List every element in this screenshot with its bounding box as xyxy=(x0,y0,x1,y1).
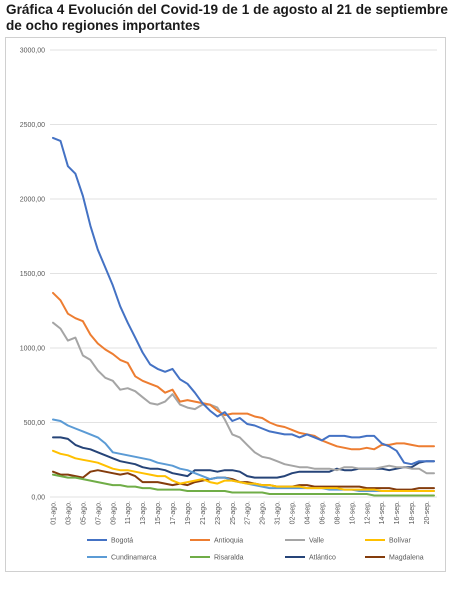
figure-title: Gráfica 4 Evolución del Covid-19 de 1 de… xyxy=(6,2,448,33)
legend: Bogotá Antioquia Valle Bolívar Cundinamarca R… xyxy=(87,538,424,562)
series-line-cundinamarca xyxy=(52,418,435,492)
x-tick-label: 12-sep. xyxy=(364,501,371,524)
y-tick-label: 500,00 xyxy=(24,420,46,427)
x-tick-label: 23-ago. xyxy=(215,501,222,525)
series-lines xyxy=(52,136,435,497)
series-line-antioquia xyxy=(52,291,435,451)
x-tick-label: 07-ago. xyxy=(95,501,102,525)
x-tick-label: 18-sep. xyxy=(409,501,416,524)
y-tick-label: 3000,00 xyxy=(20,48,45,55)
x-tick-label: 10-sep. xyxy=(349,501,356,524)
y-tick-label: 1000,00 xyxy=(20,346,45,353)
y-tick-label: 2000,00 xyxy=(20,197,45,204)
x-tick-label: 19-ago. xyxy=(185,501,192,525)
legend-label: Bolívar xyxy=(389,538,411,545)
legend-label: Risaralda xyxy=(214,555,244,562)
legend-label: Magdalena xyxy=(389,555,424,562)
x-tick-label: 02-sep. xyxy=(290,501,297,524)
y-tick-label: 1500,00 xyxy=(20,271,45,278)
legend-label: Atlántico xyxy=(309,555,336,562)
legend-label: Bogotá xyxy=(111,538,133,545)
x-tick-label: 25-ago. xyxy=(230,501,237,525)
y-tick-label: 2500,00 xyxy=(20,122,45,129)
legend-label: Valle xyxy=(309,538,324,545)
series-line-valle xyxy=(52,321,435,475)
series-line-atl-ntico xyxy=(52,436,435,479)
x-tick-label: 06-sep. xyxy=(319,501,326,524)
x-tick-label: 21-ago. xyxy=(200,501,207,525)
y-tick-label: 0,00 xyxy=(31,495,45,502)
x-tick-label: 03-ago. xyxy=(65,501,72,525)
x-tick-label: 01-ago. xyxy=(51,501,58,525)
y-axis-tick-labels: 0,00 500,00 1000,00 1500,00 2000,00 2500,00 30… xyxy=(20,48,45,502)
x-tick-label: 20-sep. xyxy=(424,501,431,524)
x-tick-label: 04-sep. xyxy=(305,501,312,524)
series-line-bogot- xyxy=(52,136,435,466)
x-tick-label: 13-ago. xyxy=(140,501,147,525)
x-tick-label: 11-ago. xyxy=(125,501,132,524)
series-line-bol-var xyxy=(52,449,435,492)
x-tick-label: 05-ago. xyxy=(80,501,87,525)
x-tick-label: 08-sep. xyxy=(334,501,341,524)
series-line-risaralda xyxy=(52,473,435,497)
x-tick-label: 27-ago. xyxy=(245,501,252,525)
legend-label: Antioquia xyxy=(214,538,243,545)
chart-frame xyxy=(5,37,446,572)
x-tick-label: 17-ago. xyxy=(170,501,177,525)
x-tick-label: 29-ago. xyxy=(260,501,267,525)
x-axis-tick-labels: 01-ago. 03-ago. 05-ago. 07-ago. 09-ago. 11-ag… xyxy=(51,501,432,525)
legend-label: Cundinamarca xyxy=(111,555,157,562)
x-tick-label: 31-ago. xyxy=(275,501,282,525)
x-tick-label: 14-sep. xyxy=(379,501,386,524)
gridlines xyxy=(50,49,437,498)
x-tick-label: 09-ago. xyxy=(110,501,117,525)
x-tick-label: 16-sep. xyxy=(394,501,401,524)
x-tick-label: 15-ago. xyxy=(155,501,162,525)
